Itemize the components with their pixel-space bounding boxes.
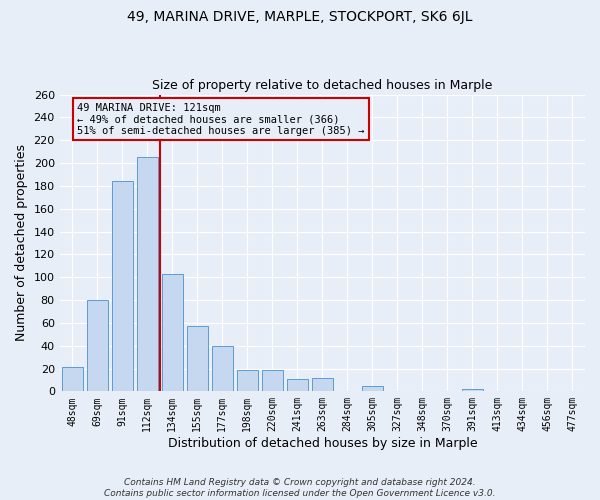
Bar <box>362 386 383 392</box>
Bar <box>137 158 158 392</box>
Bar <box>312 378 333 392</box>
Text: Contains HM Land Registry data © Crown copyright and database right 2024.
Contai: Contains HM Land Registry data © Crown c… <box>104 478 496 498</box>
Bar <box>262 370 283 392</box>
Text: 49, MARINA DRIVE, MARPLE, STOCKPORT, SK6 6JL: 49, MARINA DRIVE, MARPLE, STOCKPORT, SK6… <box>127 10 473 24</box>
Bar <box>112 182 133 392</box>
Bar <box>187 326 208 392</box>
Bar <box>62 368 83 392</box>
Bar <box>86 300 108 392</box>
Title: Size of property relative to detached houses in Marple: Size of property relative to detached ho… <box>152 79 493 92</box>
Y-axis label: Number of detached properties: Number of detached properties <box>15 144 28 342</box>
Bar <box>161 274 183 392</box>
X-axis label: Distribution of detached houses by size in Marple: Distribution of detached houses by size … <box>167 437 477 450</box>
Bar <box>236 370 258 392</box>
Bar <box>287 379 308 392</box>
Text: 49 MARINA DRIVE: 121sqm
← 49% of detached houses are smaller (366)
51% of semi-d: 49 MARINA DRIVE: 121sqm ← 49% of detache… <box>77 102 365 136</box>
Bar <box>212 346 233 392</box>
Bar <box>462 389 483 392</box>
